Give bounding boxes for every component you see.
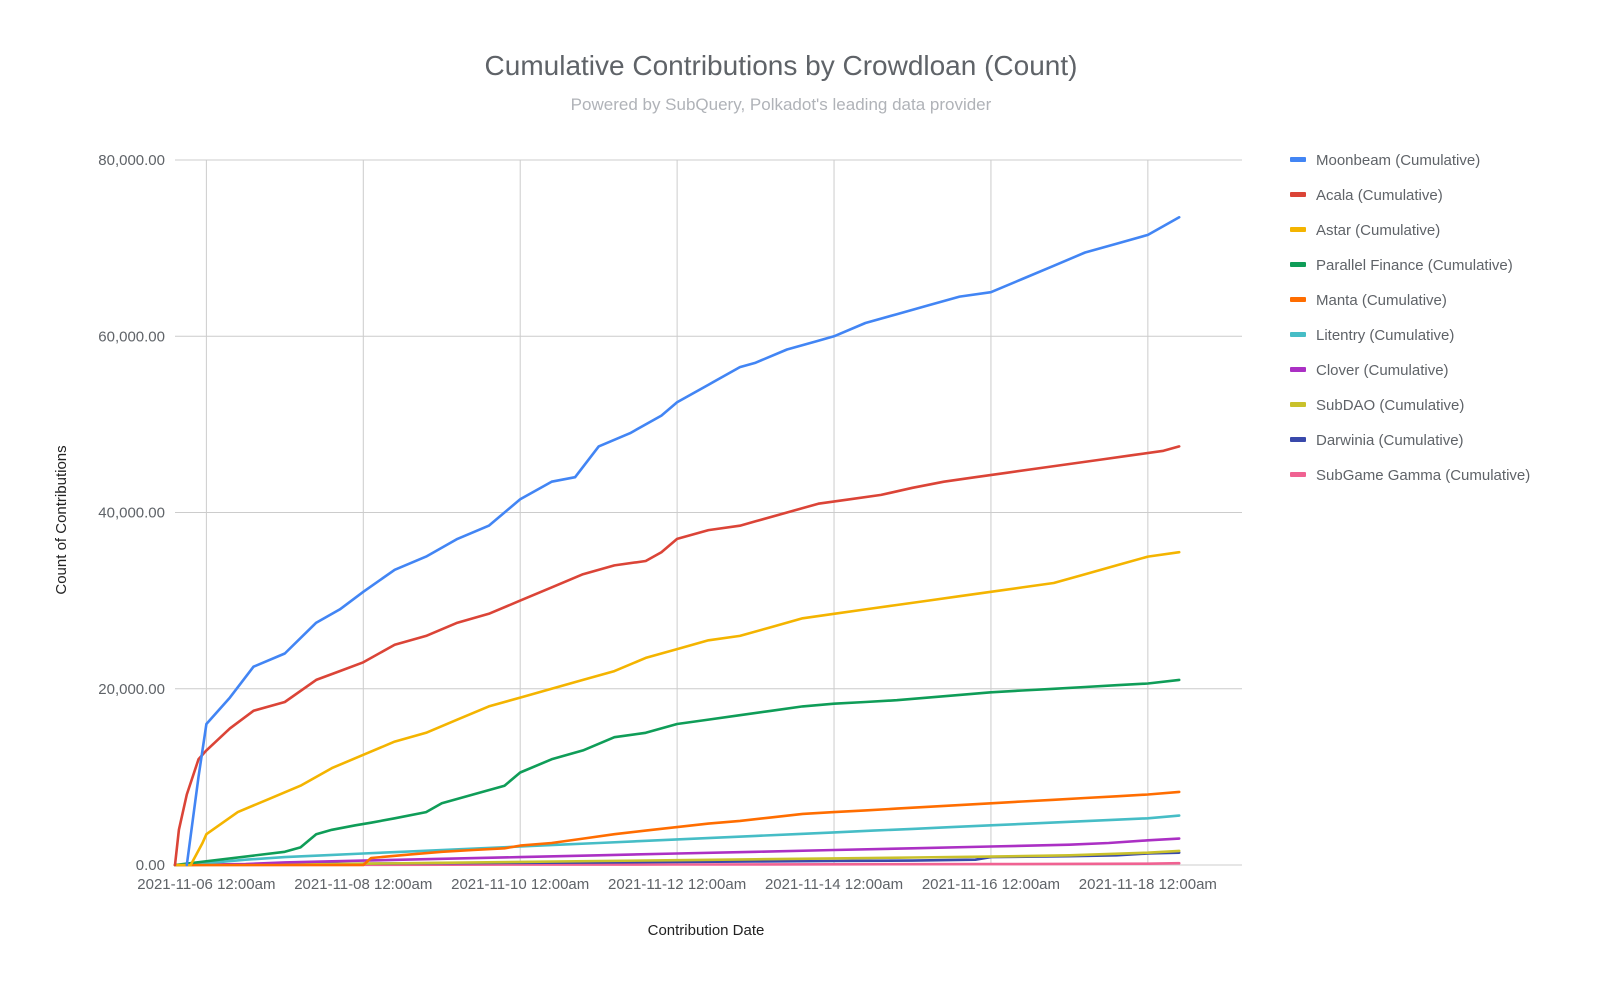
legend-label-6: Clover (Cumulative)	[1316, 362, 1449, 379]
grid	[175, 159, 1242, 866]
x-tick-label-5: 2021-11-16 12:00am	[922, 876, 1060, 893]
legend-swatch-7	[1290, 402, 1306, 407]
series-line-0	[185, 216, 1181, 867]
series-lines	[173, 216, 1181, 867]
legend-swatch-1	[1290, 192, 1306, 197]
x-tick-label-4: 2021-11-14 12:00am	[765, 876, 903, 893]
y-tick-label-0: 0.00	[136, 857, 165, 874]
series-line-5	[173, 814, 1181, 867]
series-line-2	[173, 550, 1181, 867]
legend-swatch-4	[1290, 297, 1306, 302]
legend-label-0: Moonbeam (Cumulative)	[1316, 152, 1480, 169]
x-tick-label-6: 2021-11-18 12:00am	[1079, 876, 1217, 893]
x-axis-ticks: 2021-11-06 12:00am 2021-11-08 12:00am 2021…	[137, 876, 1217, 893]
y-tick-label-2: 40,000.00	[98, 505, 165, 522]
legend-item-2: Astar (Cumulative)	[1290, 222, 1440, 239]
legend-swatch-9	[1290, 472, 1306, 477]
legend-label-8: Darwinia (Cumulative)	[1316, 432, 1464, 449]
legend-swatch-3	[1290, 262, 1306, 267]
legend-item-8: Darwinia (Cumulative)	[1290, 432, 1464, 449]
y-tick-label-1: 20,000.00	[98, 681, 165, 698]
y-tick-label-3: 60,000.00	[98, 328, 165, 345]
legend-label-4: Manta (Cumulative)	[1316, 292, 1447, 309]
y-axis-ticks: 0.00 20,000.00 40,000.00 60,000.00 80,000.00	[98, 152, 165, 874]
legend-label-3: Parallel Finance (Cumulative)	[1316, 257, 1513, 274]
x-axis-label: Contribution Date	[648, 922, 765, 939]
y-axis-label: Count of Contributions	[53, 445, 70, 594]
legend-swatch-0	[1290, 157, 1306, 162]
x-tick-label-0: 2021-11-06 12:00am	[137, 876, 275, 893]
legend: Moonbeam (Cumulative) Acala (Cumulative) A…	[1290, 152, 1530, 484]
chart-title: Cumulative Contributions by Crowdloan (C…	[485, 50, 1078, 81]
legend-item-9: SubGame Gamma (Cumulative)	[1290, 467, 1530, 484]
legend-item-4: Manta (Cumulative)	[1290, 292, 1447, 309]
legend-item-3: Parallel Finance (Cumulative)	[1290, 257, 1513, 274]
legend-label-9: SubGame Gamma (Cumulative)	[1316, 467, 1530, 484]
legend-swatch-8	[1290, 437, 1306, 442]
legend-label-5: Litentry (Cumulative)	[1316, 327, 1454, 344]
y-tick-label-4: 80,000.00	[98, 152, 165, 169]
legend-swatch-5	[1290, 332, 1306, 337]
series-line-3	[173, 678, 1181, 867]
legend-item-1: Acala (Cumulative)	[1290, 187, 1443, 204]
series-line-7	[173, 849, 1181, 867]
legend-item-5: Litentry (Cumulative)	[1290, 327, 1454, 344]
legend-item-0: Moonbeam (Cumulative)	[1290, 152, 1480, 169]
legend-item-6: Clover (Cumulative)	[1290, 362, 1449, 379]
legend-label-7: SubDAO (Cumulative)	[1316, 397, 1464, 414]
legend-label-1: Acala (Cumulative)	[1316, 187, 1443, 204]
x-tick-label-3: 2021-11-12 12:00am	[608, 876, 746, 893]
legend-item-7: SubDAO (Cumulative)	[1290, 397, 1464, 414]
chart-subtitle: Powered by SubQuery, Polkadot's leading …	[571, 95, 992, 114]
legend-swatch-2	[1290, 227, 1306, 232]
legend-swatch-6	[1290, 367, 1306, 372]
legend-label-2: Astar (Cumulative)	[1316, 222, 1440, 239]
x-tick-label-1: 2021-11-08 12:00am	[294, 876, 432, 893]
series-line-6	[173, 837, 1181, 867]
x-tick-label-2: 2021-11-10 12:00am	[451, 876, 589, 893]
series-line-1	[173, 445, 1181, 867]
series-line-4	[173, 790, 1181, 867]
